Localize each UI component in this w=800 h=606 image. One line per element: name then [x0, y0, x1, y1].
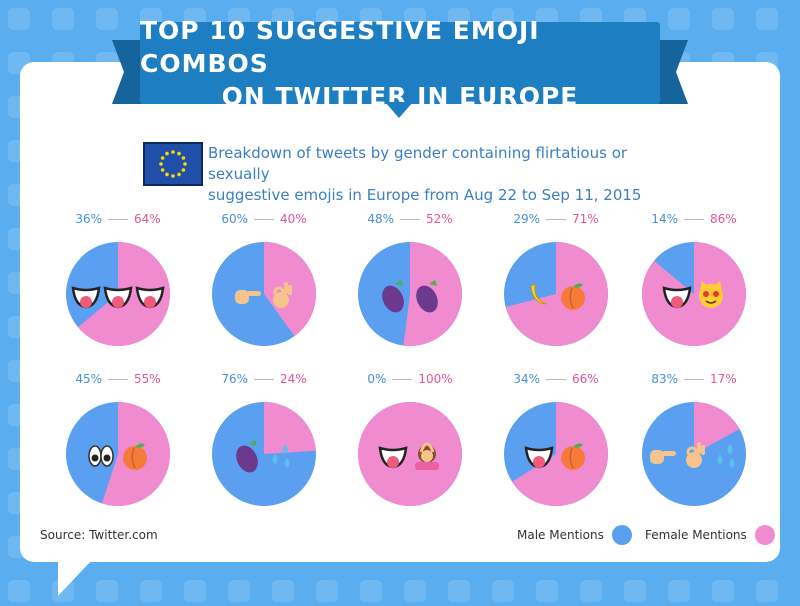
female-slice	[694, 402, 740, 454]
female-slice	[505, 242, 608, 346]
male-percent-label: 83%	[651, 372, 678, 386]
male-percent-label: 45%	[75, 372, 102, 386]
eggplant-icon	[382, 280, 404, 313]
eu-flag-icon	[143, 142, 203, 186]
female-percent-label: 24%	[280, 372, 307, 386]
tongue-mouth-icon	[135, 286, 165, 309]
tongue-mouth-icon	[524, 446, 554, 469]
pie-chart-5: 14% 86%	[634, 212, 754, 382]
subtitle-line-1: Breakdown of tweets by gender containing…	[208, 144, 628, 183]
female-slice	[264, 402, 316, 454]
female-percent-label: 71%	[572, 212, 599, 226]
banana-icon	[530, 283, 548, 305]
female-slice	[512, 402, 608, 506]
male-percent-label: 60%	[221, 212, 248, 226]
eyes-icon	[88, 445, 114, 467]
subtitle-line-2: suggestive emojis in Europe from Aug 22 …	[208, 186, 642, 204]
percent-labels: 76% 24%	[184, 372, 344, 386]
legend-male: Male Mentions	[517, 525, 632, 545]
eggplant-icon	[416, 280, 438, 313]
subtitle: Breakdown of tweets by gender containing…	[208, 143, 688, 206]
percent-separator	[546, 219, 566, 220]
pie-chart-10: 83% 17%	[634, 372, 754, 542]
legend-female-label: Female Mentions	[645, 528, 747, 542]
male-percent-label: 76%	[221, 372, 248, 386]
percent-separator	[254, 219, 274, 220]
pie-chart-2: 60% 40%	[204, 212, 324, 382]
percent-labels: 45% 55%	[38, 372, 198, 386]
male-percent-label: 34%	[513, 372, 540, 386]
percent-labels: 48% 52%	[330, 212, 490, 226]
sweat-droplets-icon	[272, 444, 290, 468]
percent-separator	[684, 379, 704, 380]
percent-separator	[546, 379, 566, 380]
peach-icon	[561, 283, 585, 310]
legend-male-swatch	[611, 525, 632, 545]
pie-chart-1: 36% 64%	[58, 212, 178, 382]
ok-hand-icon	[273, 282, 292, 308]
legend-female: Female Mentions	[645, 525, 775, 545]
tongue-mouth-icon	[71, 286, 101, 309]
percent-separator	[254, 379, 274, 380]
percent-separator	[108, 219, 128, 220]
female-slice	[642, 242, 746, 346]
female-percent-label: 64%	[134, 212, 161, 226]
eggplant-icon	[236, 440, 258, 473]
title-line-1: TOP 10 SUGGESTIVE EMOJI COMBOS	[140, 15, 540, 78]
ok-hand-icon	[686, 442, 705, 468]
female-percent-label: 17%	[710, 372, 737, 386]
pie-chart-8: 0% 100%	[350, 372, 470, 542]
banner-notch	[385, 102, 413, 118]
tongue-mouth-icon	[378, 446, 408, 469]
female-slice	[358, 402, 462, 506]
pie-chart-7: 76% 24%	[204, 372, 324, 542]
peach-icon	[561, 443, 585, 470]
pointing-hand-icon	[235, 290, 261, 304]
female-percent-label: 55%	[134, 372, 161, 386]
pointing-hand-icon	[650, 450, 676, 464]
male-percent-label: 14%	[651, 212, 678, 226]
legend-female-swatch	[754, 525, 775, 545]
percent-labels: 34% 66%	[476, 372, 636, 386]
woman-ok-gesture-icon	[415, 442, 439, 470]
female-percent-label: 52%	[426, 212, 453, 226]
sweat-droplets-icon	[717, 444, 735, 468]
male-percent-label: 29%	[513, 212, 540, 226]
percent-separator	[108, 379, 128, 380]
pie-chart-9: 34% 66%	[496, 372, 616, 542]
percent-separator	[400, 219, 420, 220]
speech-bubble-tail	[58, 560, 92, 596]
heart-eyes-cat-icon	[699, 281, 723, 308]
female-percent-label: 40%	[280, 212, 307, 226]
peach-icon	[123, 443, 147, 470]
percent-separator	[684, 219, 704, 220]
percent-labels: 14% 86%	[614, 212, 774, 226]
tongue-mouth-icon	[662, 286, 692, 309]
tongue-mouth-icon	[103, 286, 133, 309]
male-percent-label: 36%	[75, 212, 102, 226]
percent-labels: 60% 40%	[184, 212, 344, 226]
percent-labels: 36% 64%	[38, 212, 198, 226]
percent-labels: 0% 100%	[330, 372, 490, 386]
female-percent-label: 86%	[710, 212, 737, 226]
percent-separator	[392, 379, 413, 380]
legend-male-label: Male Mentions	[517, 528, 604, 542]
pie-chart-3: 48% 52%	[350, 212, 470, 382]
female-percent-label: 100%	[418, 372, 453, 386]
male-percent-label: 48%	[367, 212, 394, 226]
female-percent-label: 66%	[572, 372, 599, 386]
male-percent-label: 0%	[367, 372, 387, 386]
percent-labels: 83% 17%	[614, 372, 774, 386]
pie-chart-4: 29% 71%	[496, 212, 616, 382]
percent-labels: 29% 71%	[476, 212, 636, 226]
title-banner: TOP 10 SUGGESTIVE EMOJI COMBOS ON TWITTE…	[140, 16, 660, 111]
source-text: Source: Twitter.com	[40, 528, 158, 542]
pie-chart-6: 45% 55%	[58, 372, 178, 542]
